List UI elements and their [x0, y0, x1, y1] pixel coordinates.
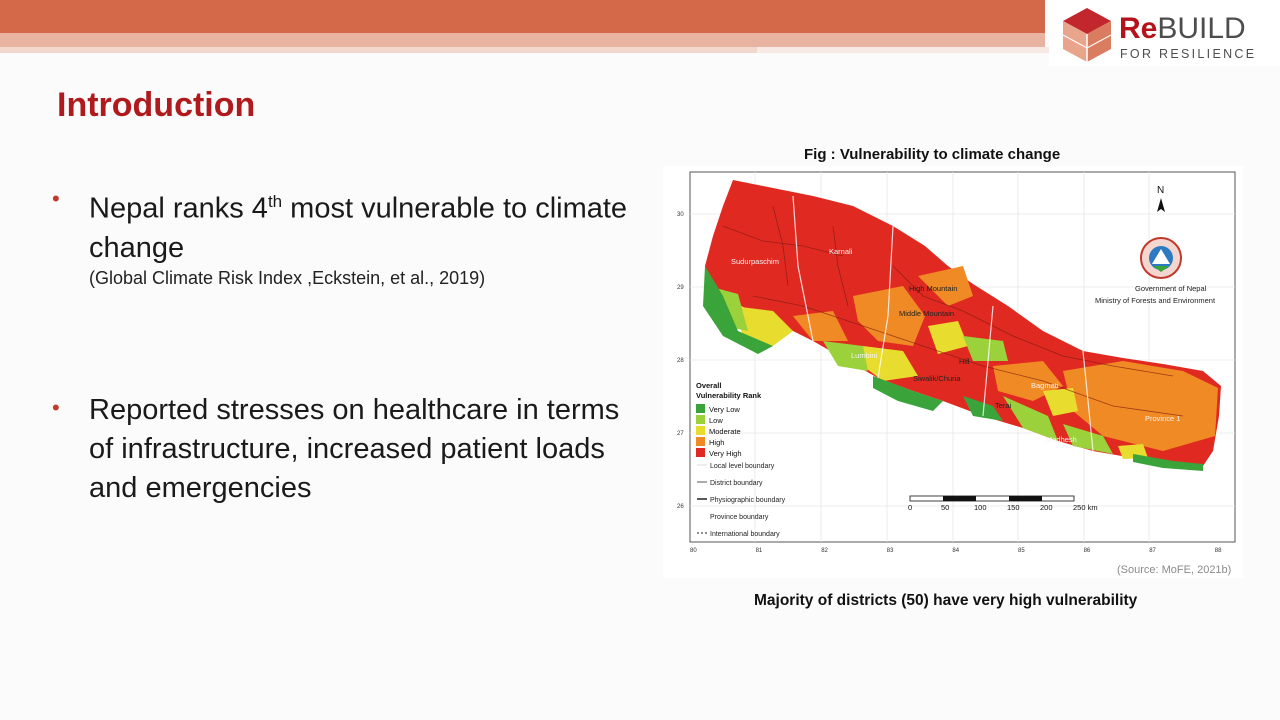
- map-legend: Overall Vulnerability Rank Very Low Low Mo…: [696, 381, 786, 538]
- slide-title: Introduction: [57, 86, 256, 124]
- region-label: Lumbini: [851, 351, 878, 360]
- legend-boundary-label: Local level boundary: [710, 463, 775, 470]
- legend-swatch: [696, 426, 705, 435]
- nepal-emblem-icon: [1140, 237, 1182, 279]
- legend-boundary-label: International boundary: [710, 531, 780, 538]
- scale-label: 200: [1040, 503, 1053, 512]
- scale-label: 100: [974, 503, 987, 512]
- longitude-label: 82: [821, 548, 828, 554]
- legend-swatch: [696, 415, 705, 424]
- longitude-label: 86: [1084, 548, 1091, 554]
- latitude-label: 28: [677, 358, 684, 364]
- longitude-label: 83: [887, 548, 894, 554]
- logo-re-text: Re: [1119, 12, 1158, 45]
- longitude-label: 85: [1018, 548, 1025, 554]
- region-label: Bagmati: [1031, 381, 1059, 390]
- scale-label: 0: [908, 503, 912, 512]
- bullet-1-text-pre: Nepal ranks 4: [89, 192, 268, 225]
- scale-label: 150: [1007, 503, 1020, 512]
- rebuild-logo: ReBUILD FOR RESILIENCE: [1049, 0, 1280, 66]
- svg-text:Vulnerability Rank: Vulnerability Rank: [696, 391, 762, 400]
- legend-boundary-label: Physiographic boundary: [710, 497, 786, 504]
- region-label: Sudurpaschim: [731, 257, 779, 266]
- legend-label: Low: [709, 416, 723, 425]
- region-label: Siwalik/Churia: [913, 374, 961, 383]
- bullet-1-citation: (Global Climate Risk Index ,Eckstein, et…: [89, 268, 486, 288]
- legend-swatch: [696, 448, 705, 457]
- logo-tagline: FOR RESILIENCE: [1120, 47, 1257, 61]
- scale-label: 250 km: [1073, 503, 1098, 512]
- legend-label: Very Low: [709, 405, 740, 414]
- latitude-label: 29: [677, 285, 684, 291]
- bullet-dot-icon: •: [52, 186, 60, 211]
- vulnerability-map: Sudurpaschim Karnali High Mountain Middl…: [663, 166, 1243, 578]
- legend-swatch: [696, 404, 705, 413]
- region-label: Province 1: [1145, 414, 1180, 423]
- longitude-label: 80: [690, 548, 697, 554]
- region-label: High Mountain: [909, 284, 957, 293]
- header-band-dark: [0, 0, 1045, 33]
- legend-boundary-label: District boundary: [710, 480, 763, 487]
- region-label: Hill: [959, 357, 970, 366]
- north-arrow-icon: N: [1157, 185, 1165, 212]
- logo-build-text: BUILD: [1157, 12, 1246, 45]
- figure-caption: Fig : Vulnerability to climate change: [804, 146, 1061, 163]
- bullet-2-text: Reported stresses on healthcare in terms…: [89, 394, 620, 504]
- svg-text:Overall: Overall: [696, 381, 721, 390]
- svg-text:N: N: [1157, 185, 1164, 196]
- legend-label: High: [709, 438, 724, 447]
- bullet-1-text-post: most vulnerable to climate change: [89, 192, 628, 264]
- region-label: Middle Mountain: [899, 309, 954, 318]
- legend-label: Very High: [709, 449, 742, 458]
- scale-label: 50: [941, 503, 949, 512]
- legend-label: Moderate: [709, 427, 741, 436]
- scale-bar: 0 50 100 150 200 250 km: [908, 495, 1098, 512]
- latitude-label: 30: [677, 212, 684, 218]
- longitude-label: 84: [952, 548, 959, 554]
- legend-boundary-label: Province boundary: [710, 514, 769, 521]
- header-band-mid: [0, 33, 1045, 47]
- gov-line-2: Ministry of Forests and Environment: [1095, 296, 1216, 305]
- figure-bottom-caption: Majority of districts (50) have very hig…: [754, 592, 1138, 609]
- header-band-faint: [757, 47, 1057, 53]
- figure-source: (Source: MoFE, 2021b): [1117, 564, 1232, 576]
- latitude-label: 26: [677, 504, 684, 510]
- legend-swatch: [696, 437, 705, 446]
- bullet-1-sup: th: [267, 192, 283, 211]
- region-label: Karnali: [829, 247, 853, 256]
- map-svg: Sudurpaschim Karnali High Mountain Middl…: [677, 171, 1236, 554]
- region-label: Terai: [995, 401, 1012, 410]
- cube-logo-icon: [1062, 8, 1112, 62]
- region-label: Madhesh: [1046, 435, 1077, 444]
- longitude-label: 88: [1215, 548, 1222, 554]
- header-band-light: [0, 47, 1045, 53]
- gov-line-1: Government of Nepal: [1135, 284, 1207, 293]
- longitude-label: 87: [1149, 548, 1156, 554]
- latitude-label: 27: [677, 431, 684, 437]
- bullet-dot-icon: •: [52, 395, 60, 420]
- longitude-label: 81: [756, 548, 763, 554]
